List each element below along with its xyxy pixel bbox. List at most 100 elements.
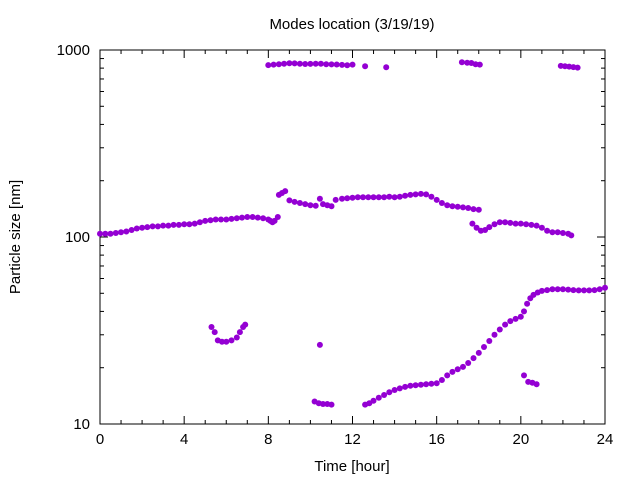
data-point — [521, 372, 527, 379]
data-point — [365, 194, 372, 201]
data-point — [602, 284, 608, 291]
data-point — [274, 214, 281, 220]
data-point — [417, 190, 424, 197]
data-point — [160, 222, 167, 229]
data-point — [328, 203, 335, 210]
data-point — [149, 223, 156, 230]
data-point — [323, 61, 330, 68]
data-point — [282, 188, 289, 195]
x-tick-label: 24 — [597, 431, 614, 448]
y-tick-label: 100 — [65, 229, 90, 246]
data-point — [175, 221, 182, 228]
data-point — [242, 321, 249, 328]
x-tick-label: 0 — [96, 431, 104, 448]
data-point — [312, 60, 319, 67]
data-point — [491, 221, 498, 228]
data-point — [433, 196, 440, 203]
data-point — [328, 401, 335, 408]
data-point — [396, 193, 403, 200]
x-tick-label: 8 — [264, 431, 272, 448]
data-point — [102, 230, 109, 237]
data-point — [470, 206, 477, 213]
data-point — [208, 324, 215, 330]
data-point — [296, 200, 303, 206]
data-point — [219, 338, 225, 345]
data-point — [591, 287, 598, 294]
data-point — [386, 193, 393, 200]
data-point — [517, 220, 524, 227]
data-point — [281, 60, 288, 67]
data-point — [586, 287, 593, 294]
data-point — [181, 221, 188, 228]
data-point — [438, 200, 445, 206]
data-point — [144, 224, 151, 231]
x-tick-label: 16 — [428, 431, 445, 448]
data-point — [570, 287, 577, 294]
data-point — [575, 287, 582, 294]
data-point — [454, 366, 461, 373]
data-point — [554, 286, 561, 293]
plot-frame — [99, 49, 606, 425]
data-point — [223, 216, 230, 223]
data-point — [596, 286, 603, 293]
data-point — [396, 385, 403, 392]
data-point — [391, 387, 398, 393]
data-point — [412, 382, 419, 389]
data-point — [517, 313, 524, 320]
data-point — [307, 202, 314, 209]
data-point — [524, 300, 531, 307]
data-point — [523, 221, 530, 228]
data-point — [349, 61, 356, 68]
data-point — [354, 194, 361, 201]
data-point — [544, 287, 551, 294]
data-point — [112, 230, 119, 236]
data-point — [291, 198, 298, 205]
data-point — [469, 220, 476, 227]
data-point — [218, 216, 224, 223]
data-points — [97, 59, 608, 408]
data-point — [254, 214, 261, 221]
data-point — [128, 227, 135, 233]
y-tick-label: 10 — [73, 416, 90, 433]
data-point — [196, 219, 203, 226]
data-point — [407, 382, 414, 389]
data-point — [386, 389, 393, 396]
data-point — [333, 61, 340, 68]
data-point — [423, 381, 430, 388]
data-point — [244, 214, 251, 220]
data-point — [191, 220, 198, 227]
data-point — [320, 401, 326, 407]
data-point — [302, 61, 309, 67]
data-point — [491, 331, 498, 338]
data-point — [481, 344, 487, 350]
data-point — [475, 349, 482, 356]
data-point — [554, 229, 561, 236]
data-point — [512, 220, 519, 227]
data-point — [581, 287, 587, 294]
data-point — [533, 381, 540, 388]
data-point — [559, 286, 566, 293]
data-point — [349, 194, 356, 201]
data-point — [270, 61, 277, 68]
data-point — [465, 205, 472, 211]
data-point — [316, 195, 323, 202]
data-point — [211, 329, 218, 336]
data-point — [233, 215, 240, 222]
data-point — [291, 60, 298, 67]
data-point — [417, 381, 424, 388]
data-point — [170, 221, 177, 228]
data-point — [433, 380, 440, 387]
data-point — [344, 62, 351, 69]
x-tick-label: 4 — [180, 431, 188, 448]
data-point — [328, 61, 335, 68]
data-point — [360, 194, 366, 201]
data-point — [344, 195, 351, 202]
chart-title: Modes location (3/19/19) — [269, 16, 434, 33]
data-point — [402, 383, 409, 390]
data-point — [223, 338, 230, 345]
data-point — [568, 232, 575, 239]
data-point — [444, 202, 451, 209]
data-point — [460, 363, 466, 370]
data-point — [496, 219, 503, 226]
data-point — [449, 368, 456, 375]
